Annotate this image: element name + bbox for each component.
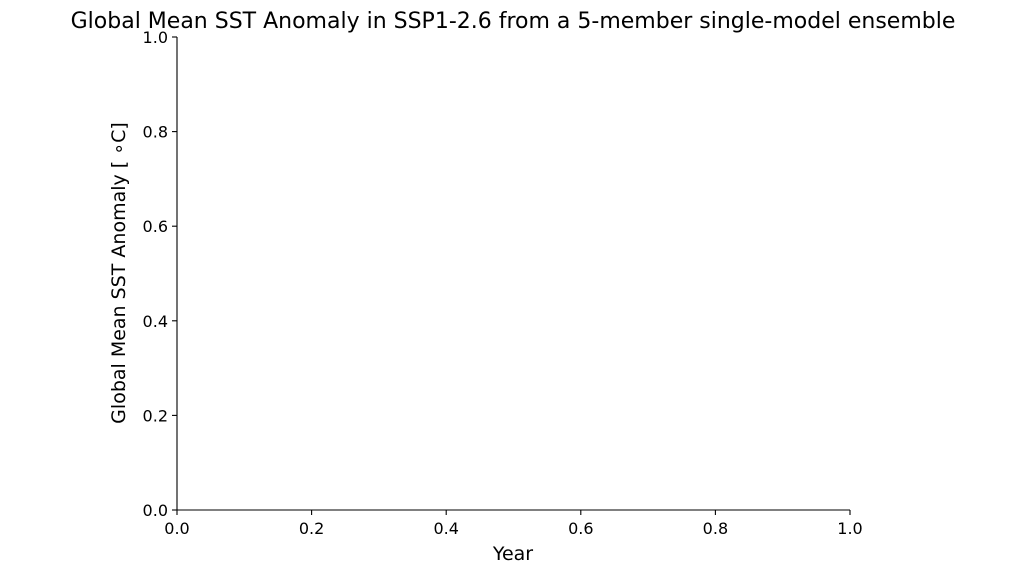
y-tick-label: 0.6 bbox=[143, 217, 168, 236]
x-axis-ticks: 0.0 0.2 0.4 0.6 0.8 1.0 bbox=[164, 510, 863, 538]
y-tick-label: 1.0 bbox=[143, 28, 168, 47]
y-tick-label: 0.0 bbox=[143, 501, 168, 520]
plot-area: 0.0 0.2 0.4 0.6 0.8 1.0 0.0 0.2 0.4 0.6 0.8 1.0 bbox=[143, 28, 863, 538]
x-tick-label: 0.6 bbox=[568, 519, 593, 538]
x-axis-label: Year bbox=[492, 543, 533, 565]
x-tick-label: 0.2 bbox=[299, 519, 324, 538]
x-tick-label: 1.0 bbox=[837, 519, 862, 538]
y-axis-label: Global Mean SST Anomaly [ ∘C] bbox=[108, 122, 130, 424]
x-tick-label: 0.4 bbox=[433, 519, 458, 538]
x-tick-label: 0.0 bbox=[164, 519, 189, 538]
y-axis-ticks: 0.0 0.2 0.4 0.6 0.8 1.0 bbox=[143, 28, 177, 520]
y-tick-label: 0.2 bbox=[143, 406, 168, 425]
x-tick-label: 0.8 bbox=[703, 519, 728, 538]
y-tick-label: 0.4 bbox=[143, 312, 168, 331]
y-tick-label: 0.8 bbox=[143, 123, 168, 142]
chart-title: Global Mean SST Anomaly in SSP1-2.6 from… bbox=[71, 9, 956, 34]
